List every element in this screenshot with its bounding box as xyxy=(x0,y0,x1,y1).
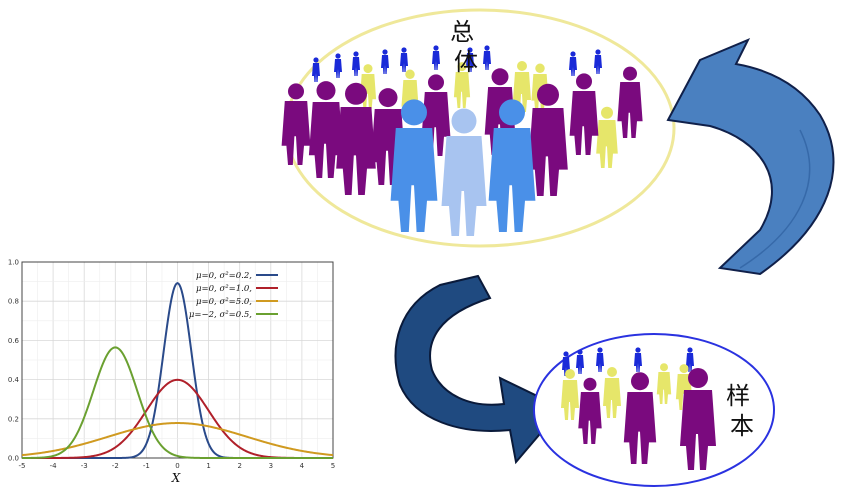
x-tick-label: -1 xyxy=(143,462,150,470)
arrow-population-to-sample xyxy=(666,38,835,276)
chart-legend: μ=0, σ²=0.2, μ=0, σ²=1.0, μ=0, σ²=5.0, μ=−2… xyxy=(189,271,278,320)
y-tick-label: 0.6 xyxy=(8,337,20,345)
y-tick-label: 0.2 xyxy=(8,415,19,423)
x-tick-label: 5 xyxy=(331,462,335,470)
x-tick-label: 2 xyxy=(237,462,241,470)
legend-label-3: μ=0, σ²=5.0, xyxy=(196,297,252,307)
chart-grid xyxy=(21,261,334,459)
x-tick-label: -2 xyxy=(112,462,119,470)
y-tick-label: 0.0 xyxy=(8,455,19,463)
series-line-4 xyxy=(21,346,333,459)
x-tick-label: 3 xyxy=(269,462,273,470)
y-tick-label: 0.4 xyxy=(8,376,20,384)
y-tick-label: 0.8 xyxy=(8,298,19,306)
x-tick-label: -3 xyxy=(81,462,88,470)
x-axis-label: X xyxy=(171,471,181,485)
y-tick-label: 1.0 xyxy=(8,259,19,267)
legend-label-2: μ=0, σ²=1.0, xyxy=(196,284,252,294)
plot-frame xyxy=(21,261,334,459)
x-tick-label: 4 xyxy=(300,462,305,470)
x-tick-label: 1 xyxy=(206,462,210,470)
series-line-3 xyxy=(21,422,334,457)
sample-ellipse xyxy=(533,333,775,487)
legend-label-1: μ=0, σ²=0.2, xyxy=(196,271,252,281)
arrow-sample-to-population xyxy=(394,274,564,465)
x-tick-label: -4 xyxy=(50,462,58,470)
population-label: 总 体 xyxy=(450,18,482,76)
normal-distribution-chart: -5 -4 -3 -2 -1 0 1 2 3 4 5 0.0 0.2 0.4 0.6 0.8 1.0 μ=0, … xyxy=(0,250,345,490)
chart-curves xyxy=(21,282,334,459)
x-tick-label: 0 xyxy=(175,462,179,470)
chart-axes: -5 -4 -3 -2 -1 0 1 2 3 4 5 0.0 0.2 0.4 0.6 0.8 1.0 xyxy=(8,259,335,471)
sample-label: 样 本 xyxy=(726,382,758,440)
legend-label-4: μ=−2, σ²=0.5, xyxy=(189,310,252,320)
x-tick-label: -5 xyxy=(19,462,26,470)
